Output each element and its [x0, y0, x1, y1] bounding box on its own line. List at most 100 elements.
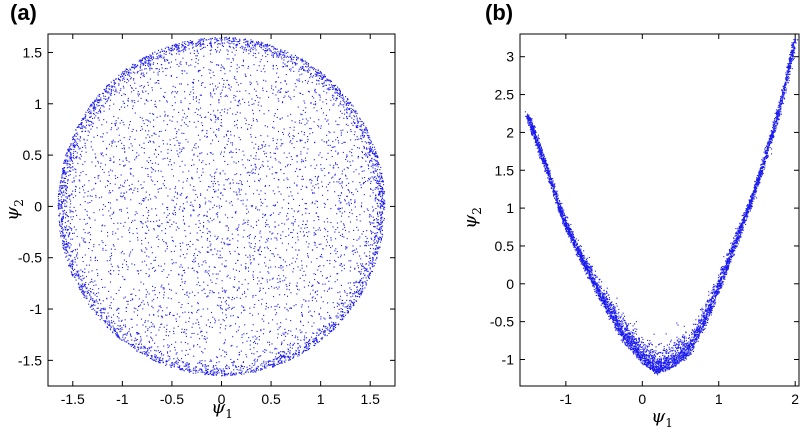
panel-a-point [294, 219, 296, 221]
panel-a-point [74, 274, 76, 276]
panel-a-point [352, 250, 354, 252]
panel-a-point [344, 109, 346, 111]
panel-a-point [343, 316, 345, 318]
panel-a-point [245, 296, 247, 298]
panel-a-point [352, 245, 354, 247]
panel-a-point [377, 221, 379, 223]
panel-a-point [339, 197, 341, 199]
panel-a-point [196, 254, 199, 256]
panel-a-point [206, 369, 209, 371]
panel-a-point [121, 319, 123, 321]
panel-a-point [222, 66, 224, 68]
panel-a-point [286, 61, 289, 63]
panel-a-point [119, 338, 121, 340]
panel-a-point [234, 173, 236, 176]
panel-a-point [295, 86, 297, 88]
panel-a-point [191, 291, 193, 293]
panel-a-point [174, 102, 176, 104]
panel-a-point [140, 203, 142, 205]
panel-a-point [361, 134, 363, 136]
panel-a-point [150, 354, 152, 357]
panel-a-point [275, 172, 277, 174]
panel-a-point [134, 264, 136, 266]
panel-a-point [83, 296, 85, 298]
panel-a-point [83, 277, 85, 279]
panel-a-point [170, 251, 172, 253]
panel-a-point [192, 209, 194, 211]
panel-a-point [275, 48, 277, 50]
panel-a-point [120, 106, 123, 108]
panel-a-point [201, 350, 203, 352]
panel-a-point [163, 120, 165, 122]
panel-a-point [163, 345, 165, 347]
panel-a-point [327, 152, 329, 154]
panel-a-point [175, 229, 177, 231]
panel-a-point [131, 87, 133, 89]
panel-a-point [313, 69, 315, 71]
panel-a-point [294, 170, 296, 172]
panel-a-point [82, 170, 84, 173]
panel-a-point [69, 174, 71, 176]
panel-a-point [177, 359, 179, 361]
panel-a-point [297, 80, 299, 82]
panel-a-point [84, 268, 86, 270]
panel-a-point [305, 343, 307, 346]
panel-a-point [234, 125, 236, 127]
panel-a-point [223, 372, 225, 374]
panel-a-point [163, 179, 166, 182]
panel-a-point [240, 189, 242, 191]
panel-a-point [236, 64, 238, 66]
panel-a-point [151, 267, 153, 269]
panel-a-point [297, 155, 299, 157]
panel-a-point [185, 61, 187, 64]
panel-a-point [340, 132, 342, 134]
panel-a-point [83, 294, 85, 296]
panel-a-point [180, 61, 182, 63]
panel-a-point [154, 354, 156, 356]
panel-a-point [242, 199, 244, 201]
panel-a-point [186, 115, 188, 117]
panel-a-point [173, 109, 175, 111]
panel-a-point [374, 170, 376, 172]
panel-a-point [273, 358, 275, 360]
panel-a-point [69, 198, 71, 200]
panel-a-point [139, 116, 141, 118]
panel-a-point [356, 289, 358, 291]
panel-a-point [261, 164, 263, 166]
panel-a-point [175, 320, 178, 322]
panel-a-point [317, 281, 319, 283]
panel-a-point [118, 134, 120, 136]
panel-a-point [301, 264, 303, 266]
panel-a-point [94, 219, 96, 221]
panel-a-point [334, 191, 336, 193]
panel-a-point [158, 145, 160, 148]
panel-a-point [145, 273, 147, 275]
panel-a-point [256, 44, 258, 46]
panel-a-point [191, 305, 193, 307]
panel-a-point [236, 289, 238, 291]
panel-a-point [365, 282, 367, 284]
panel-a-point [287, 212, 289, 214]
panel-a-point [110, 252, 112, 254]
panel-a-point [214, 322, 216, 324]
panel-a-point [210, 118, 212, 120]
panel-a-point [219, 327, 221, 329]
panel-a-point [355, 110, 357, 113]
panel-a-point [88, 264, 90, 266]
panel-a-point [97, 314, 99, 316]
panel-a-point [296, 168, 298, 170]
panel-a-point [290, 307, 292, 309]
panel-a-point [261, 43, 263, 45]
panel-a-point [378, 183, 380, 185]
panel-a-point [361, 141, 363, 143]
panel-a-point [233, 373, 235, 375]
panel-a-point [231, 233, 233, 235]
panel-a-point [89, 120, 91, 122]
panel-a-point [206, 296, 208, 298]
panel-a-point [150, 332, 152, 334]
panel-a-point [278, 360, 280, 362]
panel-a-point [129, 253, 131, 255]
panel-a-point [117, 265, 119, 267]
panel-a-point [252, 55, 254, 57]
panel-a-point [62, 246, 64, 249]
